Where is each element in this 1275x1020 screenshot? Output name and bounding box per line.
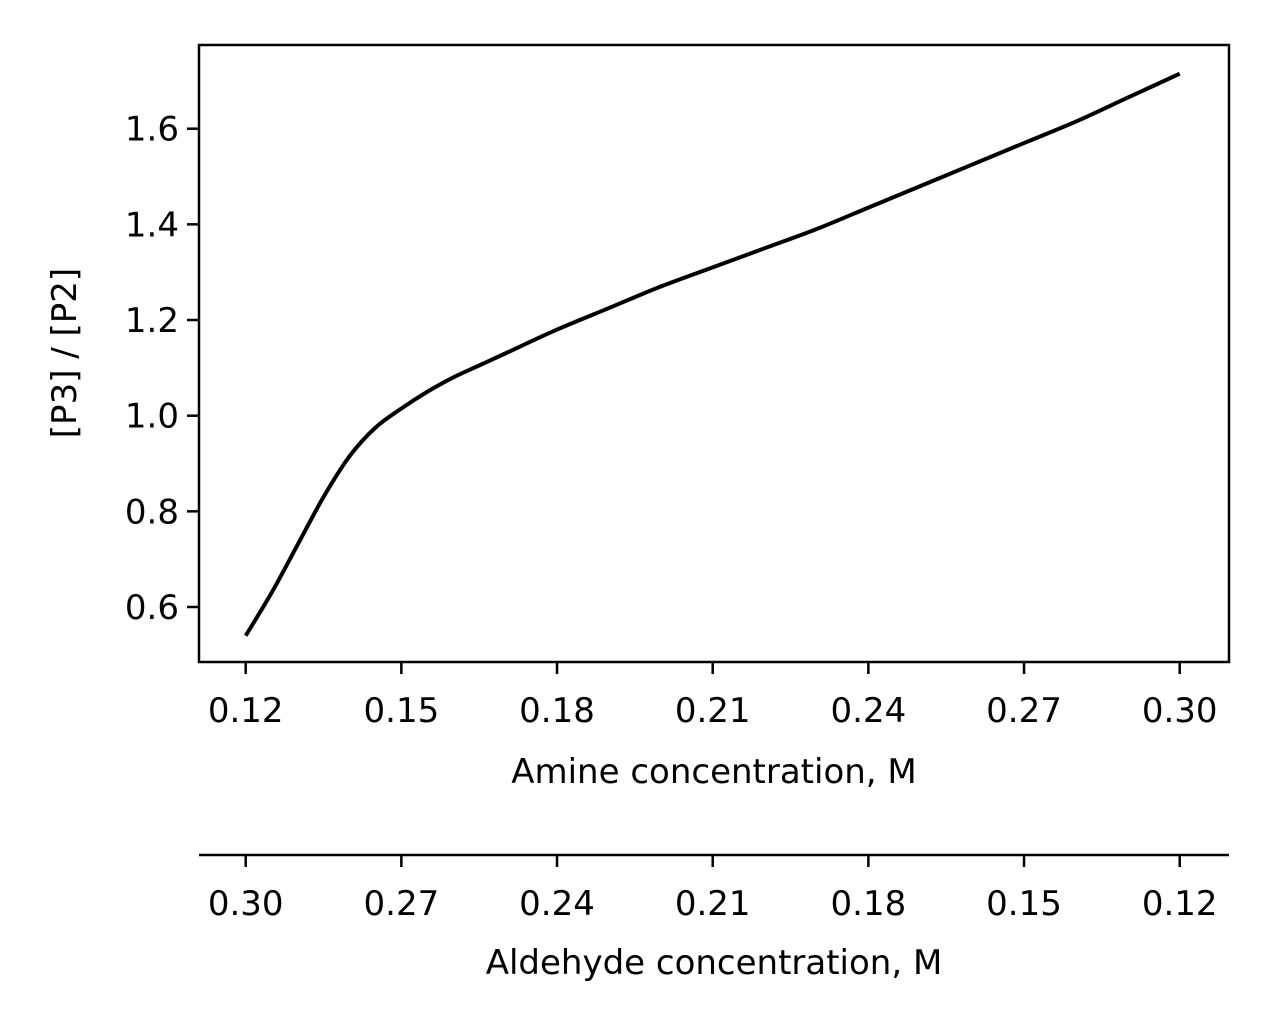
x-tick-label: 0.12 [208, 691, 284, 731]
x-tick-label: 0.24 [831, 691, 907, 731]
secondary-x-tick-label: 0.21 [675, 884, 751, 924]
y-tick-label: 0.6 [125, 588, 179, 628]
secondary-x-tick-label: 0.18 [831, 884, 907, 924]
y-axis-ticks: 0.6 0.8 1.0 1.2 1.4 1.6 [125, 110, 199, 628]
x-axis-ticks: 0.12 0.15 0.18 0.21 0.24 0.27 0.30 [208, 662, 1218, 731]
x-tick-label: 0.18 [519, 691, 595, 731]
x-axis-label: Amine concentration, M [511, 752, 917, 792]
x-tick-label: 0.21 [675, 691, 751, 731]
series-line [243, 71, 1181, 637]
x-tick-label: 0.27 [986, 691, 1062, 731]
secondary-x-axis-ticks: 0.30 0.27 0.24 0.21 0.18 0.15 0.12 [208, 855, 1218, 924]
secondary-x-tick-label: 0.15 [986, 884, 1062, 924]
x-tick-label: 0.15 [364, 691, 440, 731]
secondary-x-axis-label: Aldehyde concentration, M [486, 943, 943, 983]
plot-frame [197, 43, 1231, 664]
y-tick-label: 0.8 [125, 492, 179, 532]
y-tick-label: 1.0 [125, 397, 179, 437]
y-tick-label: 1.6 [125, 110, 179, 150]
secondary-x-tick-label: 0.30 [208, 884, 284, 924]
secondary-x-tick-label: 0.24 [519, 884, 595, 924]
x-tick-label: 0.30 [1142, 691, 1218, 731]
y-tick-label: 1.2 [125, 301, 179, 341]
y-axis-label: [P3] / [P2] [45, 268, 85, 438]
y-tick-label: 1.4 [125, 205, 179, 245]
secondary-x-tick-label: 0.12 [1142, 884, 1218, 924]
secondary-x-tick-label: 0.27 [364, 884, 440, 924]
